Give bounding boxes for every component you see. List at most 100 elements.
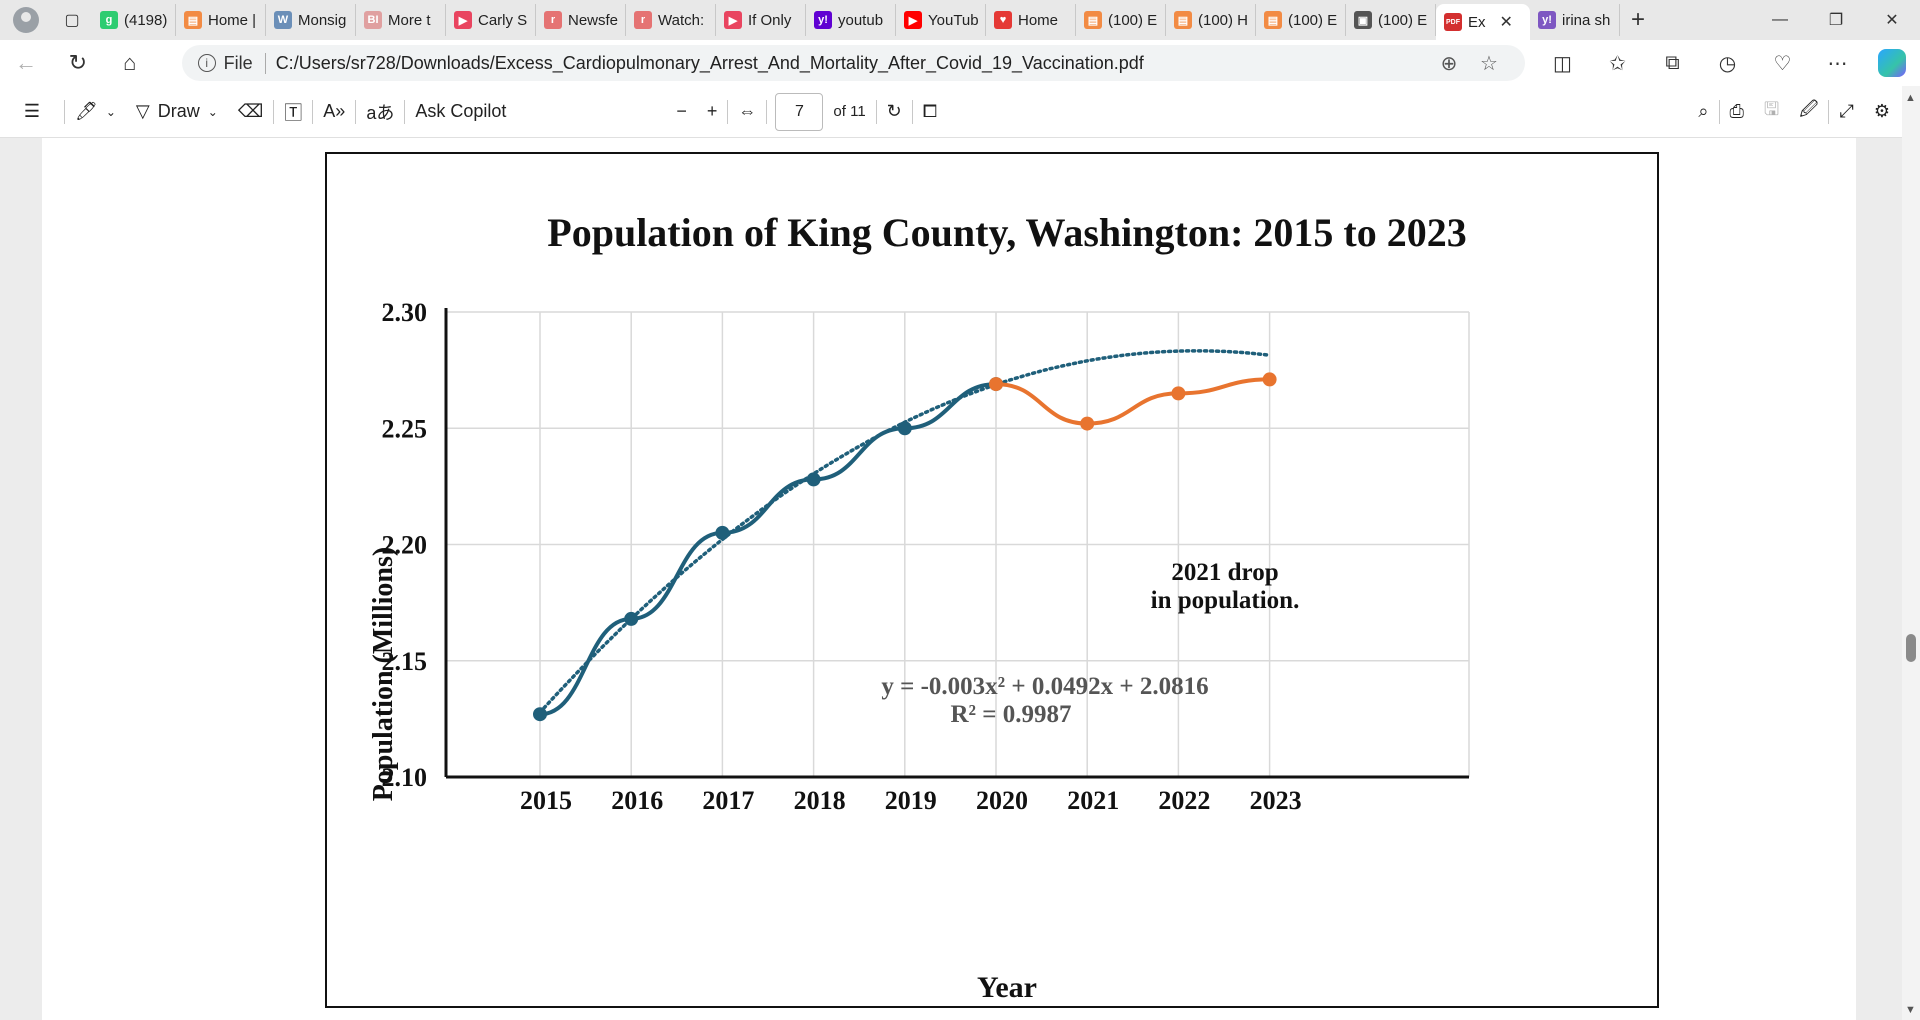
data-point xyxy=(715,525,730,540)
page-number-input[interactable]: 7 xyxy=(775,92,824,131)
y-tick-label: 2.30 xyxy=(382,298,428,327)
file-label: File xyxy=(224,52,266,74)
pdf-viewer: Population of King County, Washington: 2… xyxy=(0,138,1920,1020)
y-axis-label: Population (Millions) xyxy=(368,547,399,801)
browser-tab[interactable]: ▣ (100) E xyxy=(1346,4,1436,36)
draw-button[interactable]: ▽ Draw ⌄ xyxy=(126,92,228,132)
restore-button[interactable]: ❐ xyxy=(1828,12,1844,29)
url-text[interactable]: C:/Users/sr728/Downloads/Excess_Cardiopu… xyxy=(275,52,1144,73)
browser-tab[interactable]: y! irina sh xyxy=(1530,4,1620,36)
tab-favicon-icon: ▤ xyxy=(1264,11,1282,29)
new-tab-button[interactable]: + xyxy=(1630,6,1645,33)
x-tick-label: 2016 xyxy=(611,786,663,815)
fit-to-width-icon[interactable]: ⇔ xyxy=(738,101,757,121)
search-icon[interactable]: ⌕ xyxy=(1698,101,1709,121)
tab-favicon-icon: ▤ xyxy=(1084,11,1102,29)
chart-frame: Population of King County, Washington: 2… xyxy=(325,152,1659,1008)
favorite-star-icon[interactable]: ☆ xyxy=(1480,52,1498,75)
tab-favicon-icon: ▤ xyxy=(1174,11,1192,29)
vertical-scrollbar[interactable]: ▲ ▼ xyxy=(1902,86,1920,1020)
browser-tab[interactable]: ▤ (100) E xyxy=(1076,4,1166,36)
url-field[interactable]: i File C:/Users/sr728/Downloads/Excess_C… xyxy=(181,45,1525,81)
profile-avatar-icon[interactable] xyxy=(0,0,52,40)
close-tab-icon[interactable]: ✕ xyxy=(1499,14,1513,31)
trendline-equation: y = -0.003x² + 0.0492x + 2.0816 xyxy=(881,673,1208,700)
tab-title: irina sh xyxy=(1562,11,1611,29)
x-tick-label: 2019 xyxy=(885,786,937,815)
translate-icon[interactable]: aあ xyxy=(366,102,395,123)
x-tick-label: 2021 xyxy=(1067,786,1119,815)
refresh-button[interactable]: ↻ xyxy=(68,50,88,75)
tab-favicon-icon: ▶ xyxy=(904,11,922,29)
annotation-line2: in population. xyxy=(1151,587,1300,614)
rotate-icon[interactable]: ↻ xyxy=(886,101,902,121)
tab-favicon-icon: g xyxy=(100,11,118,29)
scroll-down-icon[interactable]: ▼ xyxy=(1905,1004,1916,1016)
save-icon[interactable]: 🖫 xyxy=(1763,98,1780,119)
divider xyxy=(404,99,406,124)
x-axis-ticks: 2015 2016 2017 2018 2019 2020 2021 2022 2023 xyxy=(520,786,1302,815)
tab-title: (100) E xyxy=(1108,11,1158,29)
browser-tab[interactable]: r Newsfe xyxy=(536,4,626,36)
browser-tab[interactable]: r Watch: xyxy=(626,4,716,36)
series-line xyxy=(995,377,1270,426)
tab-strip: g (4198) ▤ Home | W Monsig BI More t ▶ Carly S r Ne… xyxy=(92,0,1620,40)
pdf-toolbar: ☰ 🖊 ⌄ ▽ Draw ⌄ ⌫ 🅃 A» aあ Ask Copilot − + ⇔ … xyxy=(0,86,1920,138)
browser-tab[interactable]: ▶ YouTub xyxy=(896,4,986,36)
browser-tab[interactable]: ▶ Carly S xyxy=(446,4,536,36)
favorites-icon[interactable]: ✩ xyxy=(1609,52,1626,75)
close-window-button[interactable]: ✕ xyxy=(1885,12,1899,29)
tab-favicon-icon: y! xyxy=(1538,11,1556,29)
tab-favicon-icon: ▶ xyxy=(454,11,472,29)
series-lines xyxy=(533,372,1277,722)
home-button[interactable]: ⌂ xyxy=(123,50,137,75)
zoom-out-button[interactable]: − xyxy=(676,101,687,121)
draw-icon: ▽ xyxy=(135,101,150,121)
tab-favicon-icon: r xyxy=(544,11,562,29)
browser-tab[interactable]: ▶ If Only xyxy=(716,4,806,36)
scrollbar-thumb[interactable] xyxy=(1906,634,1916,662)
browser-tab[interactable]: g (4198) xyxy=(92,4,176,36)
ask-copilot-button[interactable]: Ask Copilot xyxy=(415,101,507,121)
tab-actions-icon[interactable]: ▢ xyxy=(64,12,80,29)
browser-tab[interactable]: ▤ (100) H xyxy=(1166,4,1256,36)
page-view-icon[interactable]: ⧠ xyxy=(922,101,938,121)
browser-tab[interactable]: PDF Ex ✕ xyxy=(1436,4,1530,40)
history-icon[interactable]: ◷ xyxy=(1718,52,1737,75)
browser-tab[interactable]: ▤ (100) E xyxy=(1256,4,1346,36)
split-screen-icon[interactable]: ◫ xyxy=(1553,52,1572,75)
info-icon[interactable]: i xyxy=(197,54,216,72)
tab-title: YouTub xyxy=(928,11,979,29)
settings-gear-icon[interactable]: ⚙ xyxy=(1873,101,1890,121)
contents-icon[interactable]: ☰ xyxy=(23,101,41,121)
zoom-icon[interactable]: ⊕ xyxy=(1440,52,1458,75)
copilot-icon[interactable] xyxy=(1865,40,1920,86)
back-button[interactable]: ← xyxy=(14,50,37,75)
eraser-icon[interactable]: ⌫ xyxy=(237,101,264,121)
tab-title: Home | xyxy=(208,11,257,29)
population-chart: Population of King County, Washington: 2… xyxy=(368,210,1470,1004)
scroll-up-icon[interactable]: ▲ xyxy=(1905,92,1916,104)
collections-icon[interactable]: ⧉ xyxy=(1665,51,1680,74)
read-aloud-icon[interactable]: A» xyxy=(323,101,346,121)
save-as-icon[interactable]: 🖉 xyxy=(1799,98,1819,119)
fullscreen-icon[interactable]: ⤢ xyxy=(1839,101,1854,121)
tab-favicon-icon: BI xyxy=(364,11,382,29)
tab-title: (100) H xyxy=(1198,11,1249,29)
pdf-toolbar-right: ⌕ ⎙ 🖫 🖉 ⤢ ⚙ xyxy=(1688,92,1920,132)
minimize-button[interactable]: — xyxy=(1772,11,1788,28)
x-axis-label: Year xyxy=(977,971,1037,1004)
zoom-in-button[interactable]: + xyxy=(706,101,718,121)
highlight-button[interactable]: 🖊 ⌄ xyxy=(65,92,126,132)
divider xyxy=(727,99,729,124)
print-icon[interactable]: ⎙ xyxy=(1729,101,1744,121)
browser-essentials-icon[interactable]: ♡ xyxy=(1773,52,1792,75)
browser-tab[interactable]: BI More t xyxy=(356,4,446,36)
y-axis-ticks: 2.30 2.25 2.20 2.15 2.10 xyxy=(382,298,428,792)
text-box-icon[interactable]: 🅃 xyxy=(284,102,303,123)
browser-tab[interactable]: ▤ Home | xyxy=(176,4,266,36)
more-menu-icon[interactable]: ⋯ xyxy=(1827,52,1848,75)
browser-tab[interactable]: ♥ Home xyxy=(986,4,1076,36)
browser-tab[interactable]: y! youtub xyxy=(806,4,896,36)
browser-tab[interactable]: W Monsig xyxy=(266,4,356,36)
